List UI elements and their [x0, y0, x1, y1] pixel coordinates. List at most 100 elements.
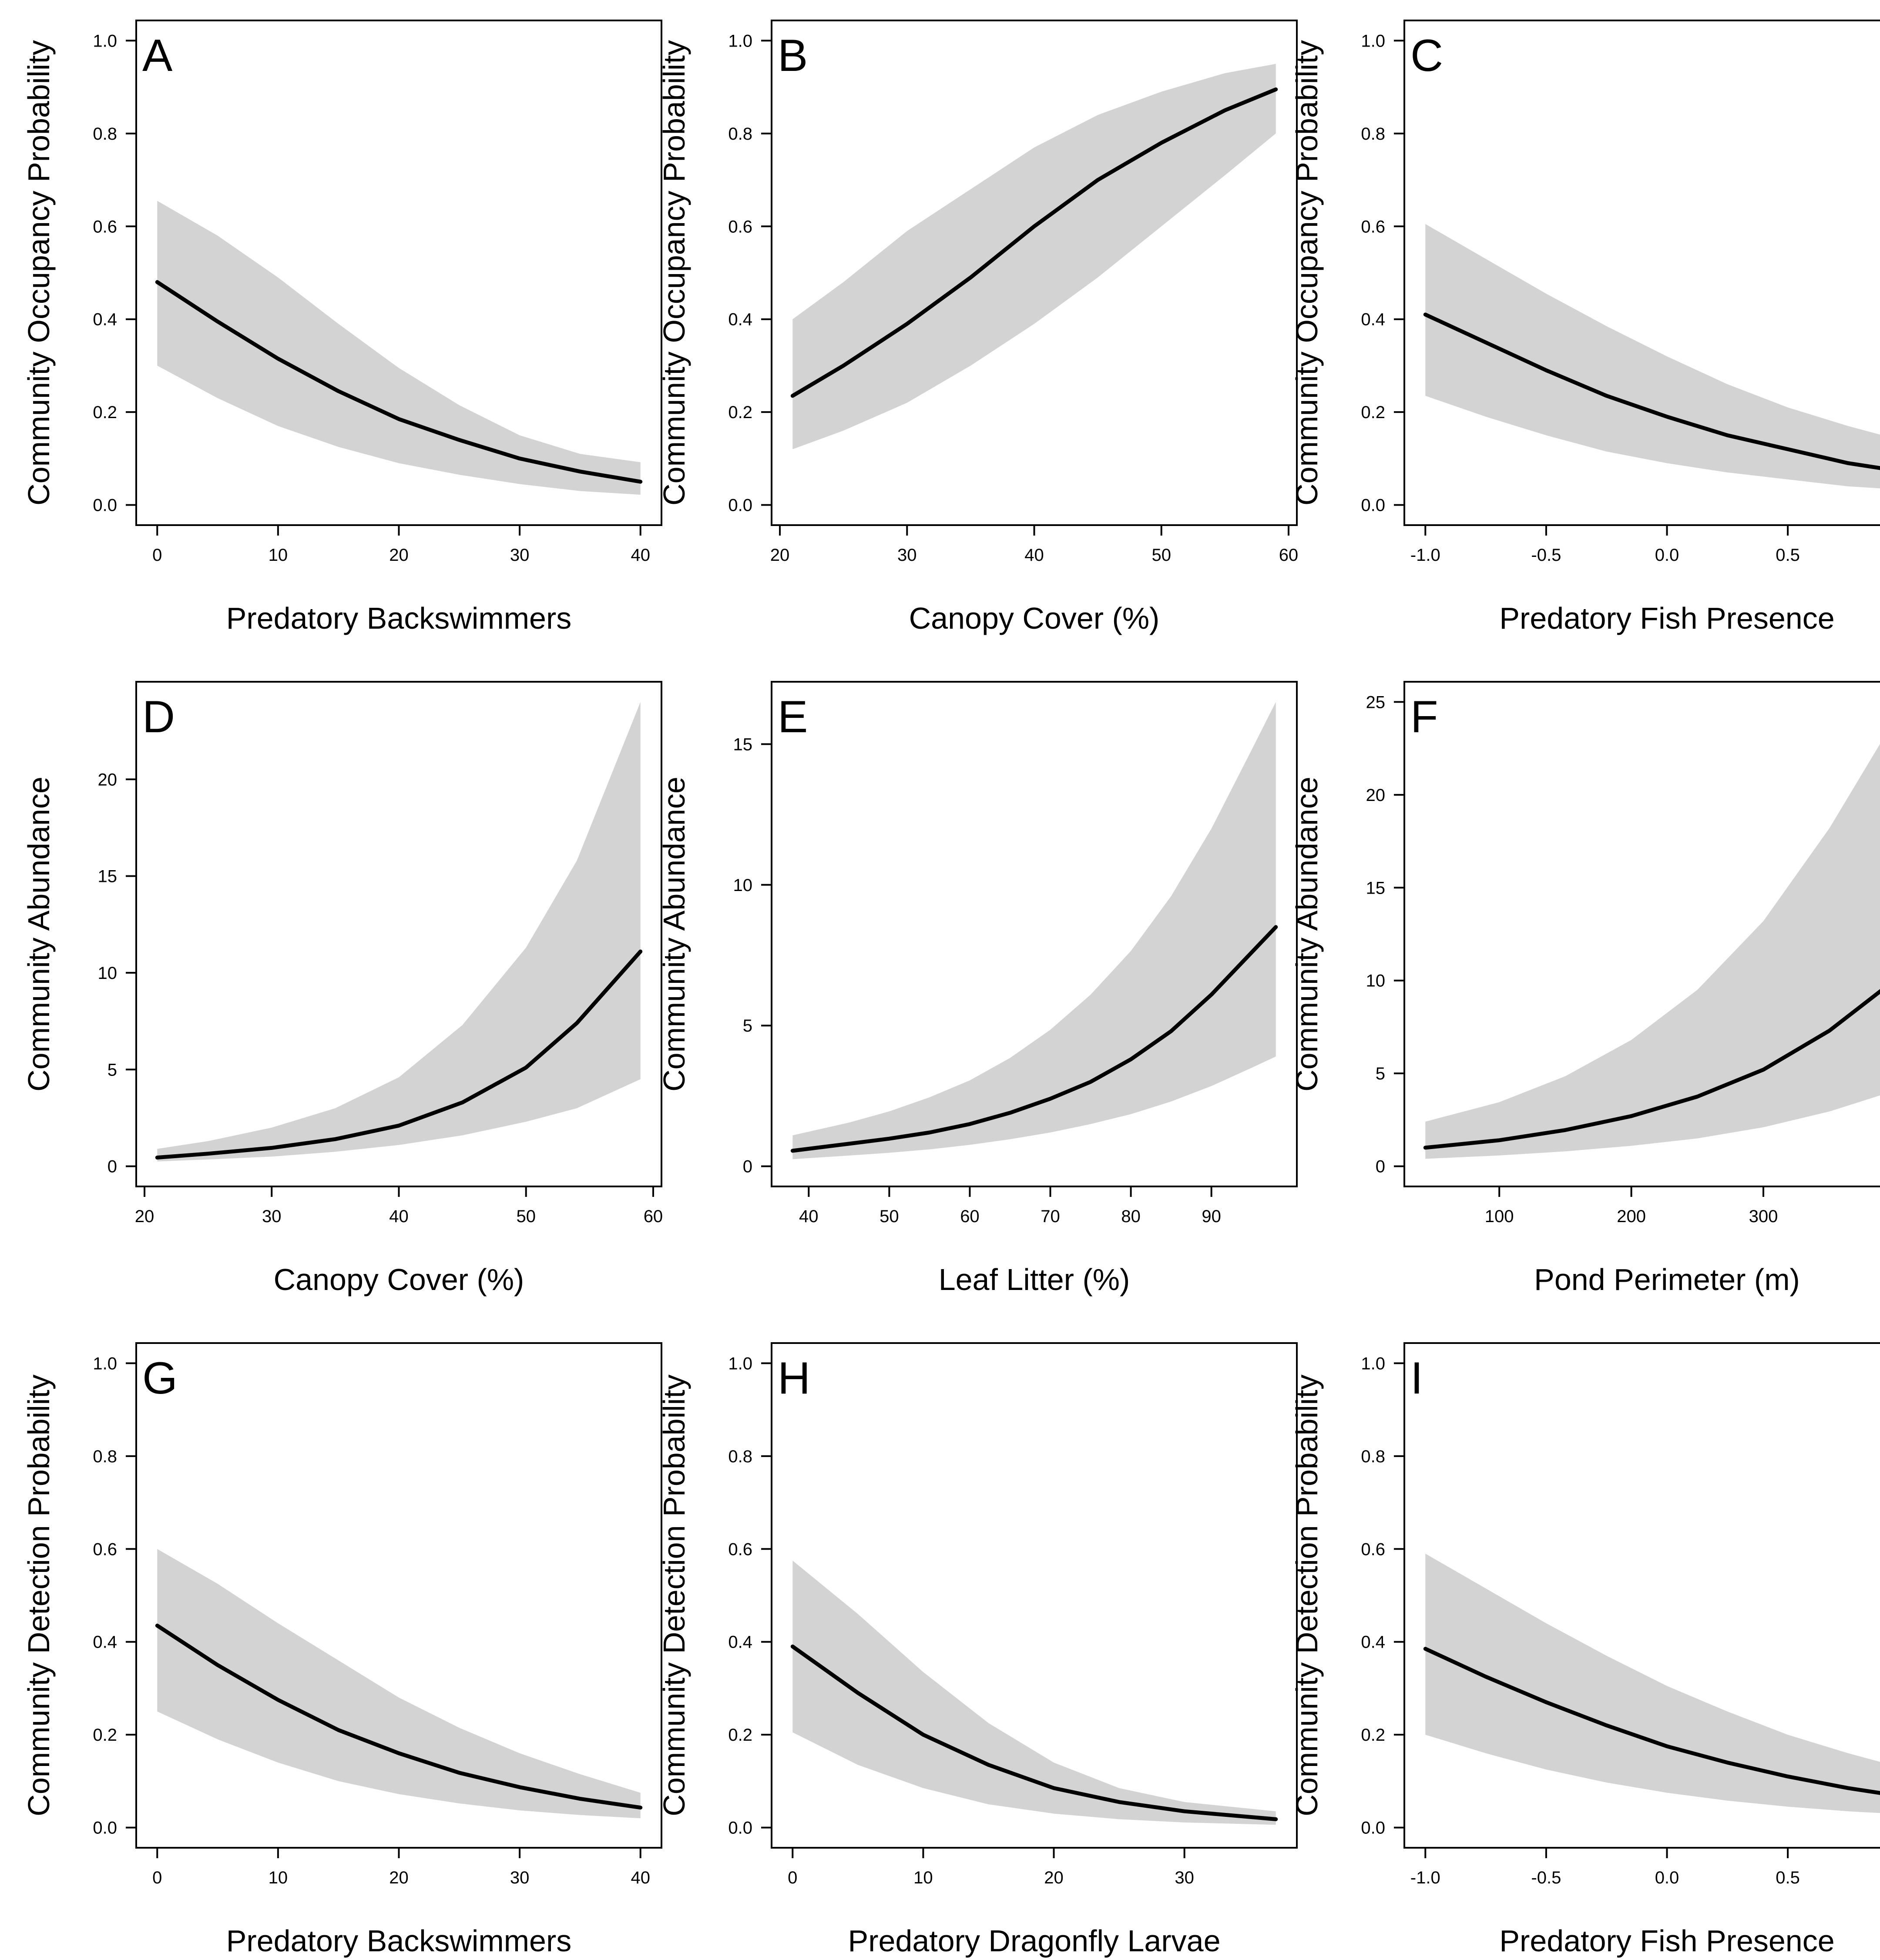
panel-letter: I: [1410, 1353, 1423, 1404]
y-tick-label: 5: [1376, 1064, 1385, 1083]
panel-letter: H: [778, 1353, 810, 1404]
panel-letter: A: [142, 30, 173, 81]
y-tick-label: 0.8: [1361, 1447, 1385, 1466]
confidence-band: [1425, 1554, 1880, 1813]
x-tick-label: 60: [1279, 546, 1299, 565]
y-tick-label: 0.8: [93, 124, 117, 144]
panel-c: -1.0-0.50.00.51.00.00.20.40.60.81.0Preda…: [1290, 20, 1880, 635]
panel-letter: G: [142, 1353, 178, 1404]
y-tick-label: 0.4: [93, 1633, 117, 1652]
y-tick-label: 0.4: [728, 310, 752, 329]
confidence-band: [792, 1561, 1276, 1825]
x-tick-label: 300: [1749, 1207, 1778, 1226]
x-tick-label: 30: [1175, 1868, 1194, 1887]
y-tick-label: 0.8: [1361, 124, 1385, 144]
x-tick-label: -1.0: [1410, 1868, 1440, 1887]
x-axis-title: Pond Perimeter (m): [1534, 1263, 1800, 1297]
confidence-band: [157, 1549, 641, 1819]
y-tick-label: 0: [1376, 1157, 1385, 1176]
y-tick-label: 1.0: [93, 1354, 117, 1373]
panel-letter: D: [142, 692, 175, 742]
x-axis-title: Predatory Backswimmers: [226, 601, 572, 635]
y-tick-label: 0.8: [728, 124, 752, 144]
x-tick-label: 200: [1617, 1207, 1646, 1226]
x-tick-label: 20: [770, 546, 790, 565]
y-axis-title: Community Abundance: [657, 777, 691, 1092]
panel-letter: C: [1410, 30, 1443, 81]
confidence-band: [1425, 224, 1880, 489]
y-tick-label: 1.0: [1361, 1354, 1385, 1373]
x-tick-label: -0.5: [1531, 546, 1561, 565]
y-tick-label: 0: [107, 1157, 117, 1176]
y-axis-title: Community Detection Probability: [22, 1374, 56, 1816]
x-tick-label: 30: [510, 546, 530, 565]
y-tick-label: 0.0: [728, 496, 752, 515]
y-tick-label: 0.0: [1361, 496, 1385, 515]
y-axis-title: Community Abundance: [1290, 777, 1324, 1092]
y-axis-title: Community Occupancy Probability: [657, 40, 691, 506]
x-tick-label: 20: [135, 1207, 154, 1226]
confidence-band: [792, 702, 1276, 1159]
confidence-band: [157, 702, 641, 1162]
x-tick-label: 90: [1202, 1207, 1221, 1226]
plot-frame: [771, 1342, 1298, 1849]
y-tick-label: 0.2: [1361, 403, 1385, 422]
x-axis-title: Canopy Cover (%): [909, 601, 1160, 635]
mean-line: [1423, 312, 1880, 470]
confidence-band: [157, 201, 641, 495]
y-tick-label: 0.4: [1361, 310, 1385, 329]
x-axis-title: Predatory Fish Presence: [1499, 1924, 1834, 1958]
y-tick-label: 1.0: [728, 1354, 752, 1373]
y-tick-label: 15: [1366, 878, 1386, 898]
confidence-band: [792, 64, 1276, 449]
x-tick-label: 100: [1485, 1207, 1514, 1226]
x-tick-label: 40: [389, 1207, 409, 1226]
x-axis-title: Predatory Backswimmers: [226, 1924, 572, 1958]
plot-frame: [1403, 681, 1880, 1187]
x-tick-label: 20: [389, 546, 409, 565]
y-axis-title: Community Occupancy Probability: [22, 40, 56, 506]
y-tick-label: 0.6: [93, 217, 117, 236]
mean-line: [155, 949, 643, 1160]
x-tick-label: 40: [631, 1868, 650, 1887]
x-tick-label: 0.0: [1655, 546, 1679, 565]
panel-e: 40 50 60 70 80 90 0 5 10 15 Leaf Litter (%) Communi…: [657, 681, 1298, 1297]
y-tick-label: 10: [98, 964, 118, 983]
panel-letter: B: [778, 30, 808, 81]
x-tick-label: 10: [913, 1868, 933, 1887]
x-tick-label: 0.5: [1776, 546, 1800, 565]
y-tick-label: 0.0: [93, 496, 117, 515]
panel-i: -1.0-0.50.00.51.00.00.20.40.60.81.0Preda…: [1290, 1342, 1880, 1958]
y-tick-label: 20: [98, 770, 118, 789]
panel-h: 0 10 20 30 0.0 0.2 0.4 0.6 0.8 1.0 Predatory Drago…: [657, 1342, 1298, 1958]
x-tick-label: 20: [389, 1868, 409, 1887]
panel-b: 20 30 40 50 60 0.0 0.2 0.4 0.6 0.8 1.0 Canopy Cover…: [657, 20, 1298, 635]
y-tick-label: 0.4: [1361, 1633, 1385, 1652]
x-tick-label: 60: [960, 1207, 980, 1226]
y-tick-label: 10: [1366, 972, 1386, 991]
panel-f: 1002003004000510152025Pond Perimeter (m)…: [1290, 681, 1880, 1297]
mean-line: [790, 925, 1278, 1153]
x-axis-title: Leaf Litter (%): [939, 1263, 1130, 1297]
y-tick-label: 0: [743, 1157, 752, 1176]
mean-line: [1423, 1647, 1880, 1795]
y-tick-label: 1.0: [1361, 31, 1385, 50]
x-tick-label: 0: [152, 546, 162, 565]
x-tick-label: 20: [1044, 1868, 1064, 1887]
y-axis-title: Community Detection Probability: [657, 1374, 691, 1816]
y-axis-title: Community Detection Probability: [1290, 1374, 1324, 1816]
mean-line: [790, 1644, 1278, 1821]
y-tick-label: 0.2: [93, 403, 117, 422]
x-axis-title: Predatory Dragonfly Larvae: [848, 1924, 1221, 1958]
x-tick-label: 0.0: [1655, 1868, 1679, 1887]
panel-letter: F: [1410, 692, 1438, 742]
x-tick-label: 40: [799, 1207, 819, 1226]
y-tick-label: 20: [1366, 786, 1386, 805]
y-tick-label: 0.2: [1361, 1725, 1385, 1745]
x-tick-label: 40: [1024, 546, 1044, 565]
y-tick-label: 5: [743, 1016, 752, 1035]
y-axis-title: Community Occupancy Probability: [1290, 40, 1324, 506]
x-tick-label: 10: [269, 1868, 288, 1887]
y-tick-label: 0.6: [1361, 217, 1385, 236]
x-tick-label: -0.5: [1531, 1868, 1561, 1887]
